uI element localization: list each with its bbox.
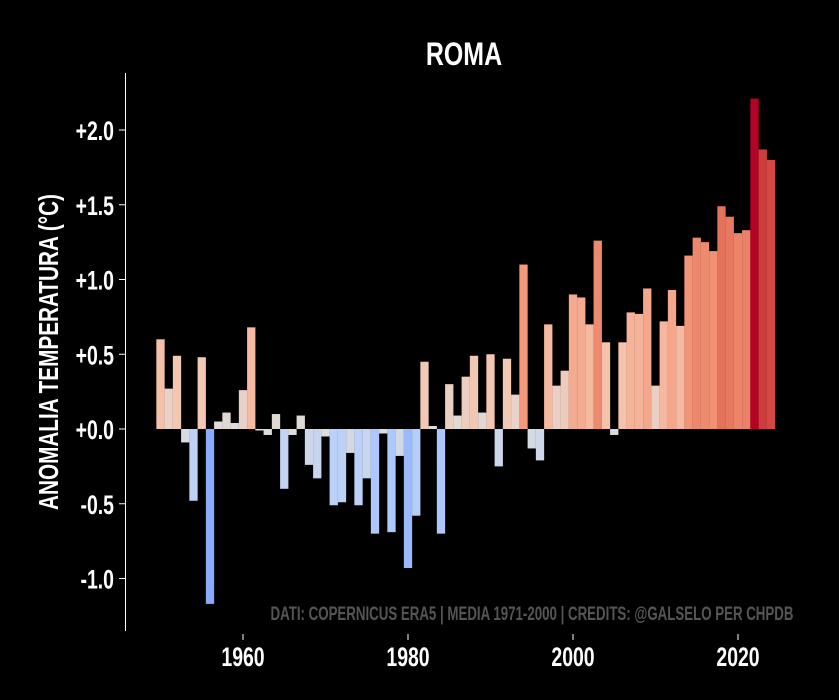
- bar-2018: [717, 206, 726, 429]
- bar-1994: [519, 264, 528, 429]
- y-tick-label: +1.0: [76, 265, 114, 295]
- bar-1981: [412, 429, 421, 516]
- bar-2017: [709, 251, 718, 429]
- bar-2021: [742, 230, 751, 429]
- y-tick-label: +0.0: [76, 415, 114, 445]
- bar-1972: [337, 429, 347, 503]
- bar-1954: [189, 429, 198, 501]
- bars: [156, 98, 776, 604]
- bar-2024: [766, 159, 776, 429]
- bar-1998: [552, 385, 561, 429]
- bar-2003: [593, 240, 602, 429]
- bar-1979: [395, 429, 404, 456]
- chart-title: ROMA: [426, 37, 502, 73]
- bar-1982: [420, 361, 429, 429]
- bar-1968: [304, 429, 314, 465]
- bar-2015: [692, 237, 701, 429]
- bar-1990: [486, 354, 495, 429]
- bar-1975: [362, 429, 371, 479]
- bar-1952: [172, 355, 182, 429]
- bar-2013: [676, 325, 685, 429]
- bar-2008: [634, 313, 644, 429]
- y-tick-label: +0.5: [76, 340, 114, 370]
- bar-2001: [577, 297, 586, 429]
- x-ticks: 1960 1980 2000 2020: [221, 634, 760, 672]
- bar-1964: [271, 414, 281, 429]
- bar-1991: [494, 429, 503, 467]
- bar-1983: [428, 426, 437, 429]
- x-tick-label: 2000: [551, 642, 594, 672]
- bar-1977: [379, 429, 388, 434]
- bar-2007: [626, 312, 635, 429]
- bar-1999: [560, 370, 569, 429]
- bar-1970: [321, 429, 330, 437]
- bar-2022: [750, 98, 759, 430]
- source-annotation: DATI: COPERNICUS ERA5 | MEDIA 1971-2000 …: [271, 604, 794, 625]
- bar-2019: [725, 216, 734, 429]
- bar-2005: [610, 429, 619, 435]
- bar-2002: [585, 324, 594, 429]
- y-axis-label: ANOMALIA TEMPERATURA (°C): [34, 194, 65, 510]
- bar-1995: [527, 429, 536, 449]
- bar-1966: [288, 429, 297, 435]
- bar-1951: [164, 388, 173, 429]
- bar-2011: [659, 321, 668, 429]
- bar-1969: [313, 429, 322, 479]
- bar-1988: [469, 355, 479, 429]
- y-ticks: -1.0 -0.5 +0.0 +0.5 +1.0 +1.5 +2.0: [76, 116, 125, 594]
- bar-1955: [197, 357, 206, 429]
- bar-1961: [247, 327, 256, 429]
- bar-1962: [255, 429, 264, 431]
- bar-1963: [263, 429, 272, 435]
- y-tick-label: +1.5: [76, 191, 114, 221]
- bar-2004: [601, 342, 611, 429]
- bar-1992: [502, 358, 512, 429]
- bar-1980: [403, 429, 413, 569]
- bar-1971: [329, 429, 338, 506]
- bar-2014: [684, 255, 693, 429]
- bar-2012: [667, 289, 677, 429]
- y-tick-label: -0.5: [81, 490, 114, 520]
- bar-1986: [453, 415, 462, 429]
- bar-1984: [436, 429, 446, 534]
- bar-1973: [346, 429, 355, 453]
- bar-2023: [758, 149, 767, 429]
- bar-1987: [461, 376, 470, 429]
- bar-2006: [618, 342, 627, 429]
- bar-1989: [478, 412, 487, 429]
- bar-1996: [535, 429, 545, 461]
- bar-1976: [370, 429, 380, 534]
- x-tick-label: 1960: [221, 642, 264, 672]
- bar-1953: [181, 429, 190, 443]
- bar-1950: [156, 339, 165, 429]
- bar-1993: [511, 394, 520, 429]
- bar-1960: [238, 390, 248, 429]
- bar-2009: [643, 288, 652, 429]
- x-tick-label: 1980: [386, 642, 429, 672]
- bar-1985: [445, 384, 454, 429]
- y-tick-label: +2.0: [76, 116, 114, 146]
- bar-1957: [214, 421, 223, 429]
- x-tick-label: 2020: [716, 642, 759, 672]
- bar-2016: [700, 242, 710, 430]
- bar-2000: [568, 294, 578, 429]
- bar-1965: [280, 429, 289, 489]
- bar-1974: [354, 429, 363, 506]
- bar-1997: [544, 324, 553, 429]
- bar-2020: [733, 233, 743, 429]
- bar-1978: [387, 429, 396, 533]
- y-tick-label: -1.0: [81, 564, 114, 594]
- bar-1958: [222, 412, 231, 429]
- bar-1967: [296, 415, 305, 429]
- bar-1959: [230, 423, 239, 429]
- bar-1956: [205, 429, 215, 604]
- bar-2010: [651, 385, 660, 429]
